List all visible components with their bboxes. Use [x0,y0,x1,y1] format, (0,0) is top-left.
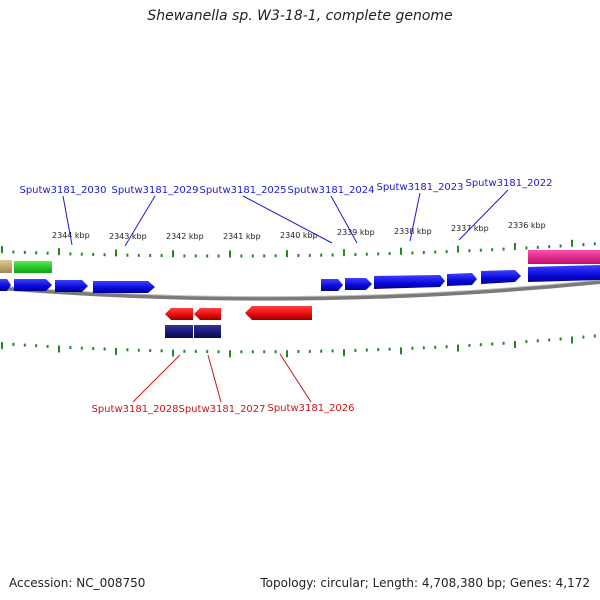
forward-strand-genes[interactable] [0,265,600,293]
bottom-label-leaders [132,353,312,403]
kbp-label: 2341 kbp [223,232,261,241]
rna-track[interactable] [165,325,221,338]
forward-gene [528,265,600,282]
scale-ticks-bottom [1,334,596,358]
forward-gene [93,281,155,293]
top-gene-labels: Sputw3181_2030 Sputw3181_2029 Sputw3181_… [19,178,552,196]
pink-feature [528,250,600,264]
kbp-label: 2344 kbp [52,231,90,240]
reverse-gene [165,308,193,320]
forward-gene [55,280,88,292]
genome-backbone [0,280,600,301]
gene-label[interactable]: Sputw3181_2022 [465,178,552,189]
kbp-label: 2342 kbp [166,232,204,241]
topology-label: Topology: circular; Length: 4,708,380 bp… [260,576,590,590]
gene-label[interactable]: Sputw3181_2027 [178,404,265,415]
reverse-gene [245,306,312,320]
kbp-label: 2343 kbp [109,232,147,241]
gene-label[interactable]: Sputw3181_2024 [287,185,374,196]
forward-gene [374,275,445,289]
rna-feature [194,325,221,338]
kbp-label: 2338 kbp [394,227,432,236]
accession-label: Accession: NC_008750 [9,576,146,590]
gene-label[interactable]: Sputw3181_2023 [376,182,463,193]
forward-gene [447,273,477,286]
gene-label[interactable]: Sputw3181_2030 [19,185,106,196]
kbp-label: 2339 kbp [337,228,375,237]
rna-feature [165,325,193,338]
gene-label[interactable]: Sputw3181_2028 [91,404,178,415]
top-label-leaders [62,189,509,247]
tan-feature [0,260,12,273]
gene-label[interactable]: Sputw3181_2025 [199,185,286,196]
forward-gene [321,279,343,291]
reverse-gene [194,308,221,320]
green-feature [14,261,52,273]
kbp-label: 2340 kbp [280,231,318,240]
forward-gene [0,279,11,291]
feature-track-upper[interactable] [0,250,600,273]
kbp-label: 2336 kbp [508,221,546,230]
bottom-gene-labels: Sputw3181_2028 Sputw3181_2027 Sputw3181_… [91,403,354,415]
forward-gene [481,270,521,284]
map-title: Shewanella sp. W3-18-1, complete genome [147,8,453,24]
scale-ticks-top [1,239,596,258]
forward-gene [345,278,372,290]
gene-label[interactable]: Sputw3181_2026 [267,403,354,414]
scale-labels: 2344 kbp 2343 kbp 2342 kbp 2341 kbp 2340… [52,221,546,241]
reverse-strand-genes[interactable] [165,306,312,320]
gene-label[interactable]: Sputw3181_2029 [111,185,198,196]
forward-gene [14,279,52,291]
